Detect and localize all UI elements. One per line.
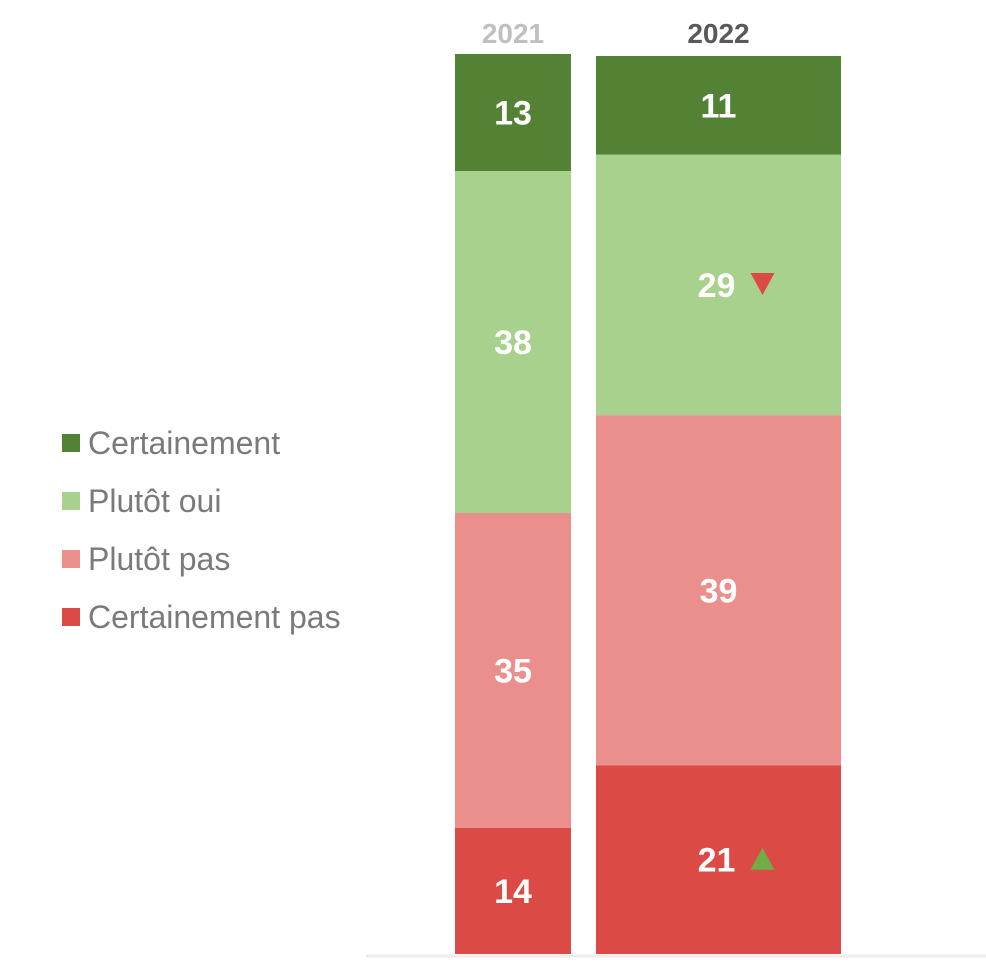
legend-item-certainement: Certainement — [62, 414, 341, 472]
legend: Certainement Plutôt oui Plutôt pas Certaine… — [62, 414, 341, 646]
decrease-triangle-icon — [750, 272, 775, 295]
bars-group: 2021 13 38 35 14 2022 11 29 39 21 — [455, 18, 841, 954]
legend-swatch — [62, 492, 80, 510]
legend-swatch — [62, 550, 80, 568]
data-label-2021-certainement: 13 — [494, 95, 532, 133]
bar-segment-2021-certainement-pas — [455, 828, 571, 954]
increase-triangle-icon — [750, 847, 775, 870]
legend-item-certainement-pas: Certainement pas — [62, 588, 341, 646]
category-label-2021: 2021 — [482, 18, 544, 49]
legend-swatch — [62, 608, 80, 626]
data-label-2022-certainement: 11 — [701, 87, 737, 125]
legend-label: Certainement — [88, 424, 281, 461]
data-label-2022-plut-t-pas: 39 — [700, 572, 738, 610]
category-label-2022: 2022 — [687, 18, 749, 49]
data-label-2022-certainement-pas: 21 — [698, 842, 736, 880]
bar-segment-2022-certainement-pas — [596, 765, 841, 954]
legend-item-plut-t-pas: Plutôt pas — [62, 530, 341, 588]
data-label-2021-plut-t-pas: 35 — [494, 653, 532, 691]
data-label-2021-plut-t-oui: 38 — [494, 324, 532, 362]
legend-label: Plutôt oui — [88, 482, 222, 519]
bar-segment-2021-plut-t-pas — [455, 513, 571, 828]
bar-segment-2022-plut-t-pas — [596, 415, 841, 766]
data-label-2022-plut-t-oui: 29 — [698, 267, 736, 305]
bar-segment-2021-plut-t-oui — [455, 171, 571, 513]
bar-segment-2022-certainement — [596, 56, 841, 155]
legend-label: Certainement pas — [88, 598, 341, 635]
bar-segment-2022-plut-t-oui — [596, 154, 841, 416]
legend-label: Plutôt pas — [88, 540, 231, 577]
legend-swatch — [62, 434, 80, 452]
data-label-2021-certainement-pas: 14 — [494, 873, 532, 911]
bar-segment-2021-certainement — [455, 54, 571, 171]
legend-item-plut-t-oui: Plutôt oui — [62, 472, 341, 530]
